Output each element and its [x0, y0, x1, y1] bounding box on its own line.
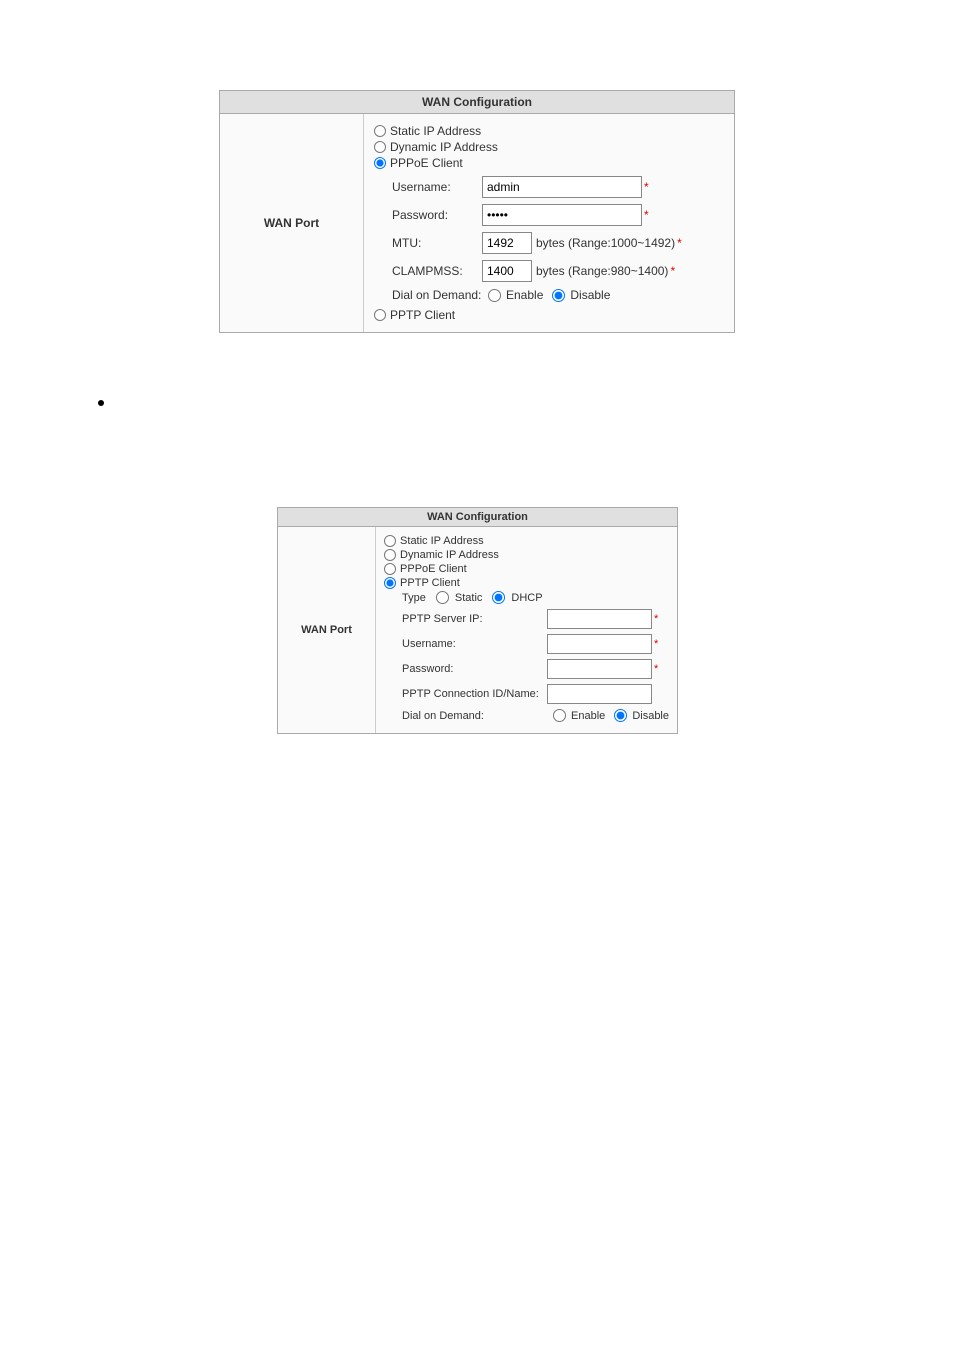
connid-row: PPTP Connection ID/Name:: [402, 684, 669, 704]
radio-dynamic-ip[interactable]: Dynamic IP Address: [384, 549, 669, 561]
radio-pptp[interactable]: PPTP Client: [384, 577, 669, 589]
dod-disable-label: Disable: [632, 710, 669, 722]
username-row: Username: *: [392, 176, 724, 198]
username-row: Username: *: [402, 634, 669, 654]
radio-static-ip-label: Static IP Address: [400, 535, 484, 547]
username-input[interactable]: [482, 176, 642, 198]
panel-body: WAN Port Static IP Address Dynamic IP Ad…: [278, 527, 677, 733]
clampmss-label: CLAMPMSS:: [392, 264, 482, 278]
mtu-input[interactable]: [482, 232, 532, 254]
password-row: Password: *: [402, 659, 669, 679]
radio-static-ip-input[interactable]: [374, 125, 386, 137]
dod-label: Dial on Demand:: [392, 288, 482, 302]
dial-on-demand-row: Dial on Demand: Enable Disable: [392, 288, 724, 302]
dod-options: Enable Disable: [547, 709, 669, 722]
radio-static-ip-input[interactable]: [384, 535, 396, 547]
required-star: *: [644, 180, 649, 194]
wan-port-label: WAN Port: [278, 527, 376, 733]
dod-disable-label: Disable: [570, 288, 610, 302]
dial-on-demand-row: Dial on Demand: Enable Disable: [402, 709, 669, 722]
config-content: Static IP Address Dynamic IP Address PPP…: [364, 114, 734, 332]
mtu-label: MTU:: [392, 236, 482, 250]
pppoe-fields: Username: * Password: * MTU: bytes (Rang…: [392, 176, 724, 302]
connid-label: PPTP Connection ID/Name:: [402, 688, 547, 700]
radio-dynamic-ip-label: Dynamic IP Address: [400, 549, 499, 561]
panel-body: WAN Port Static IP Address Dynamic IP Ad…: [220, 114, 734, 332]
clampmss-row: CLAMPMSS: bytes (Range:980~1400)*: [392, 260, 724, 282]
radio-pppoe-label: PPPoE Client: [390, 156, 463, 170]
panel-title: WAN Configuration: [220, 91, 734, 114]
radio-static-ip[interactable]: Static IP Address: [384, 535, 669, 547]
password-input[interactable]: [482, 204, 642, 226]
dod-disable-radio[interactable]: [614, 709, 627, 722]
radio-dynamic-ip-input[interactable]: [374, 141, 386, 153]
wan-port-label: WAN Port: [220, 114, 364, 332]
password-row: Password: *: [392, 204, 724, 226]
radio-pptp-input[interactable]: [384, 577, 396, 589]
clampmss-suffix: bytes (Range:980~1400): [536, 264, 668, 278]
type-label: Type: [402, 592, 426, 604]
type-static-label: Static: [455, 592, 483, 604]
server-ip-row: PPTP Server IP: *: [402, 609, 669, 629]
required-star: *: [644, 208, 649, 222]
radio-pptp-label: PPTP Client: [390, 308, 455, 322]
wan-config-panel-pppoe: WAN Configuration WAN Port Static IP Add…: [219, 90, 735, 333]
password-label: Password:: [402, 663, 547, 675]
wan-config-panel-pptp: WAN Configuration WAN Port Static IP Add…: [277, 507, 678, 734]
required-star: *: [677, 236, 682, 250]
clampmss-input[interactable]: [482, 260, 532, 282]
dod-enable-label: Enable: [571, 710, 605, 722]
radio-dynamic-ip-label: Dynamic IP Address: [390, 140, 498, 154]
username-input[interactable]: [547, 634, 652, 654]
dod-enable-label: Enable: [506, 288, 543, 302]
radio-pppoe[interactable]: PPPoE Client: [374, 156, 724, 170]
required-star: *: [670, 264, 675, 278]
pptp-type-row: Type Static DHCP: [402, 591, 669, 604]
dod-enable-radio[interactable]: [488, 289, 501, 302]
radio-dynamic-ip[interactable]: Dynamic IP Address: [374, 140, 724, 154]
mtu-row: MTU: bytes (Range:1000~1492)*: [392, 232, 724, 254]
radio-pppoe-input[interactable]: [374, 157, 386, 169]
type-dhcp-radio[interactable]: [492, 591, 505, 604]
panel-title: WAN Configuration: [278, 508, 677, 527]
password-label: Password:: [392, 208, 482, 222]
config-content: Static IP Address Dynamic IP Address PPP…: [376, 527, 677, 733]
type-static-radio[interactable]: [436, 591, 449, 604]
username-label: Username:: [392, 180, 482, 194]
dod-label: Dial on Demand:: [402, 710, 547, 722]
dod-enable-radio[interactable]: [553, 709, 566, 722]
password-input[interactable]: [547, 659, 652, 679]
connid-input[interactable]: [547, 684, 652, 704]
radio-pppoe-label: PPPoE Client: [400, 563, 467, 575]
required-star: *: [654, 638, 658, 650]
radio-dynamic-ip-input[interactable]: [384, 549, 396, 561]
server-ip-label: PPTP Server IP:: [402, 613, 547, 625]
radio-static-ip[interactable]: Static IP Address: [374, 124, 724, 138]
type-dhcp-label: DHCP: [511, 592, 542, 604]
radio-pppoe[interactable]: PPPoE Client: [384, 563, 669, 575]
dod-options: Enable Disable: [482, 288, 610, 302]
dod-disable-radio[interactable]: [552, 289, 565, 302]
radio-pptp[interactable]: PPTP Client: [374, 308, 724, 322]
required-star: *: [654, 663, 658, 675]
bullet-icon: [98, 400, 104, 406]
radio-pptp-label: PPTP Client: [400, 577, 460, 589]
username-label: Username:: [402, 638, 547, 650]
server-ip-input[interactable]: [547, 609, 652, 629]
pptp-fields: PPTP Server IP: * Username: * Password: …: [402, 609, 669, 722]
radio-static-ip-label: Static IP Address: [390, 124, 481, 138]
radio-pppoe-input[interactable]: [384, 563, 396, 575]
mtu-suffix: bytes (Range:1000~1492): [536, 236, 675, 250]
radio-pptp-input[interactable]: [374, 309, 386, 321]
required-star: *: [654, 613, 658, 625]
